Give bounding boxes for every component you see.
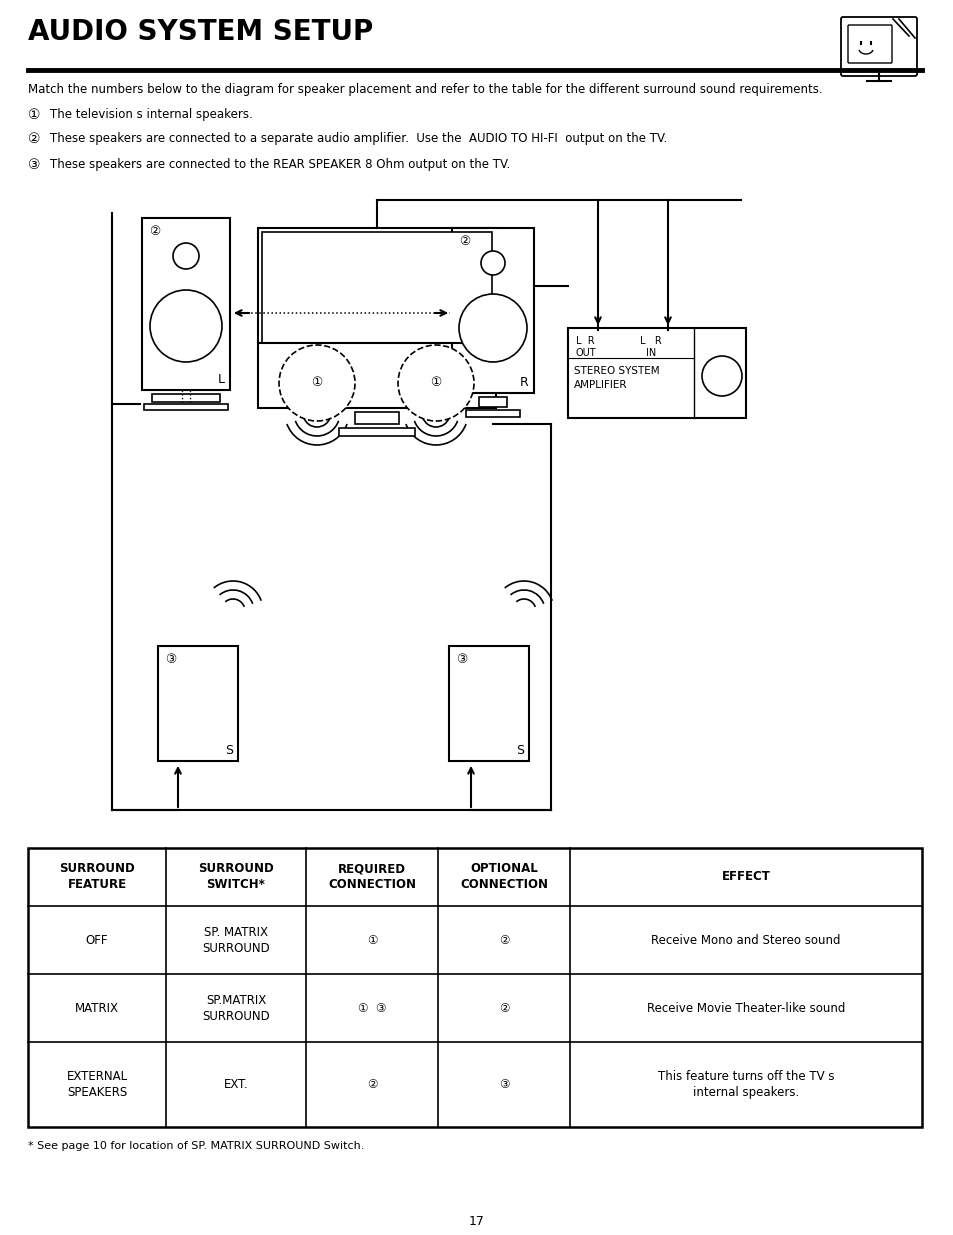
Text: ①  ③: ① ③	[357, 1002, 386, 1014]
Text: AUDIO SYSTEM SETUP: AUDIO SYSTEM SETUP	[28, 19, 373, 46]
Bar	[449, 646, 529, 761]
Text: SP. MATRIX
SURROUND: SP. MATRIX SURROUND	[202, 925, 270, 955]
Bar	[152, 394, 220, 403]
Text: Match the numbers below to the diagram for speaker placement and refer to the ta: Match the numbers below to the diagram f…	[28, 83, 821, 96]
Bar	[478, 396, 506, 408]
Text: L: L	[218, 373, 225, 387]
Text: This feature turns off the TV s
internal speakers.: This feature turns off the TV s internal…	[657, 1070, 833, 1099]
Text: STEREO SYSTEM: STEREO SYSTEM	[574, 366, 659, 375]
Text: L   R: L R	[639, 336, 661, 346]
Bar	[452, 228, 534, 393]
Circle shape	[701, 356, 741, 396]
Text: ②: ②	[149, 225, 160, 238]
Bar	[465, 410, 519, 417]
FancyBboxPatch shape	[847, 25, 891, 63]
Text: OFF: OFF	[86, 934, 108, 946]
Text: These speakers are connected to a separate audio amplifier.  Use the  AUDIO TO H: These speakers are connected to a separa…	[50, 132, 666, 144]
Text: The television s internal speakers.: The television s internal speakers.	[50, 107, 253, 121]
Bar	[158, 646, 237, 761]
Text: S: S	[516, 743, 523, 757]
Text: ①: ①	[28, 107, 40, 122]
Text: REQUIRED
CONNECTION: REQUIRED CONNECTION	[328, 862, 416, 892]
Circle shape	[397, 345, 474, 421]
Text: ①: ①	[311, 377, 322, 389]
Bar	[28, 848, 921, 1128]
Text: EXT.: EXT.	[223, 1078, 248, 1091]
Circle shape	[480, 251, 504, 275]
Circle shape	[278, 345, 355, 421]
Text: OUT: OUT	[576, 348, 596, 358]
Bar	[338, 429, 415, 436]
Bar	[355, 412, 398, 424]
FancyBboxPatch shape	[841, 17, 916, 77]
Text: ③: ③	[28, 158, 40, 172]
Circle shape	[150, 290, 222, 362]
Text: SURROUND
SWITCH*: SURROUND SWITCH*	[198, 862, 274, 892]
Text: SP.MATRIX
SURROUND: SP.MATRIX SURROUND	[202, 993, 270, 1023]
Bar	[262, 232, 492, 343]
Text: OPTIONAL
CONNECTION: OPTIONAL CONNECTION	[459, 862, 547, 892]
Text: ②: ②	[366, 1078, 376, 1091]
Text: R: R	[519, 375, 529, 389]
Bar	[257, 228, 496, 408]
Text: Receive Movie Theater-like sound: Receive Movie Theater-like sound	[646, 1002, 844, 1014]
Text: ①: ①	[430, 377, 441, 389]
Text: ③: ③	[456, 653, 467, 666]
Circle shape	[172, 243, 199, 269]
Text: These speakers are connected to the REAR SPEAKER 8 Ohm output on the TV.: These speakers are connected to the REAR…	[50, 158, 510, 170]
Text: 17: 17	[469, 1215, 484, 1228]
Text: ③: ③	[498, 1078, 509, 1091]
Text: ②: ②	[458, 235, 470, 248]
Bar	[144, 404, 228, 410]
Text: EFFECT: EFFECT	[720, 871, 770, 883]
Text: SURROUND
FEATURE: SURROUND FEATURE	[59, 862, 134, 892]
Text: L  R: L R	[576, 336, 594, 346]
Text: ②: ②	[498, 934, 509, 946]
Text: S: S	[225, 743, 233, 757]
Text: AMPLIFIER: AMPLIFIER	[574, 380, 627, 390]
Circle shape	[458, 294, 526, 362]
Text: MATRIX: MATRIX	[75, 1002, 119, 1014]
Bar	[567, 329, 745, 417]
Text: ③: ③	[165, 653, 176, 666]
Text: * See page 10 for location of SP. MATRIX SURROUND Switch.: * See page 10 for location of SP. MATRIX…	[28, 1141, 364, 1151]
Text: EXTERNAL
SPEAKERS: EXTERNAL SPEAKERS	[67, 1070, 128, 1099]
Text: ②: ②	[28, 132, 40, 146]
Text: Receive Mono and Stereo sound: Receive Mono and Stereo sound	[651, 934, 840, 946]
Text: ①: ①	[366, 934, 376, 946]
Bar	[142, 219, 230, 390]
Text: IN: IN	[645, 348, 656, 358]
Text: ②: ②	[498, 1002, 509, 1014]
